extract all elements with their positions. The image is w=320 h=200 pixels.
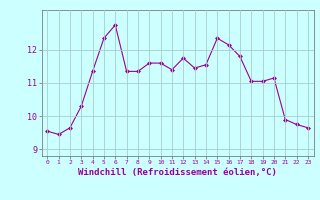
X-axis label: Windchill (Refroidissement éolien,°C): Windchill (Refroidissement éolien,°C) <box>78 168 277 177</box>
